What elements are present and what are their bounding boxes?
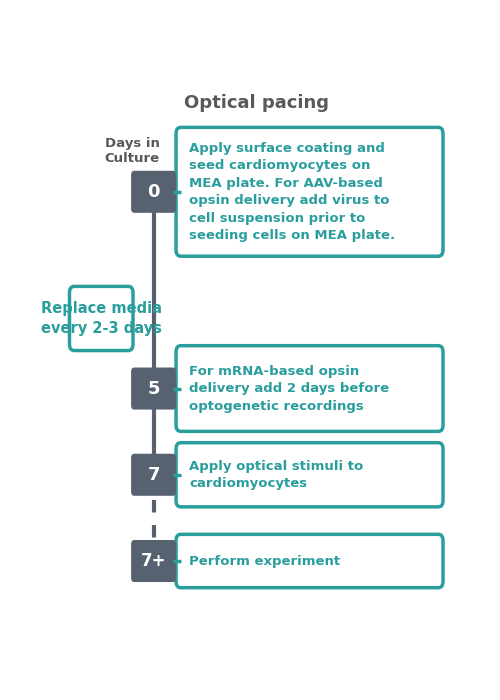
- FancyBboxPatch shape: [70, 286, 133, 351]
- Text: Replace media
every 2-3 days: Replace media every 2-3 days: [41, 301, 162, 336]
- Text: Days in
Culture: Days in Culture: [104, 137, 160, 165]
- Text: 7: 7: [148, 466, 160, 484]
- FancyBboxPatch shape: [131, 171, 176, 213]
- FancyBboxPatch shape: [131, 454, 176, 496]
- Text: Apply surface coating and
seed cardiomyocytes on
MEA plate. For AAV-based
opsin : Apply surface coating and seed cardiomyo…: [189, 141, 396, 242]
- Text: Optical pacing: Optical pacing: [184, 94, 329, 112]
- Text: 5: 5: [148, 379, 160, 398]
- Text: 7+: 7+: [141, 552, 167, 570]
- FancyBboxPatch shape: [176, 442, 443, 507]
- Text: 0: 0: [148, 183, 160, 201]
- FancyBboxPatch shape: [131, 368, 176, 409]
- FancyBboxPatch shape: [176, 534, 443, 588]
- FancyBboxPatch shape: [176, 346, 443, 431]
- Text: Perform experiment: Perform experiment: [189, 554, 340, 568]
- Text: For mRNA-based opsin
delivery add 2 days before
optogenetic recordings: For mRNA-based opsin delivery add 2 days…: [189, 365, 390, 412]
- Text: Apply optical stimuli to
cardiomyocytes: Apply optical stimuli to cardiomyocytes: [189, 459, 364, 490]
- FancyBboxPatch shape: [176, 127, 443, 256]
- FancyBboxPatch shape: [131, 540, 176, 582]
